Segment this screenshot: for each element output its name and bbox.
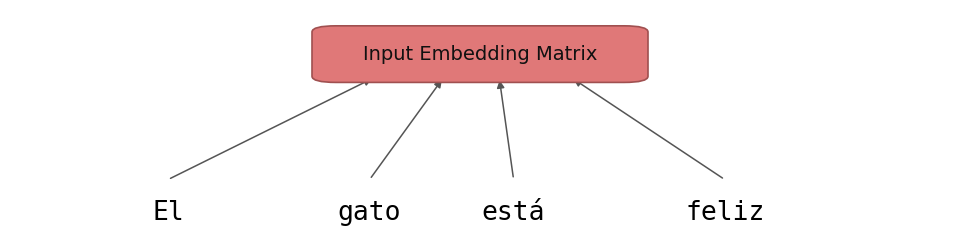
Text: Input Embedding Matrix: Input Embedding Matrix bbox=[363, 45, 597, 64]
Text: está: está bbox=[482, 200, 545, 226]
FancyBboxPatch shape bbox=[312, 26, 648, 82]
Text: feliz: feliz bbox=[685, 200, 764, 226]
Text: gato: gato bbox=[338, 200, 401, 226]
Text: El: El bbox=[152, 200, 184, 226]
